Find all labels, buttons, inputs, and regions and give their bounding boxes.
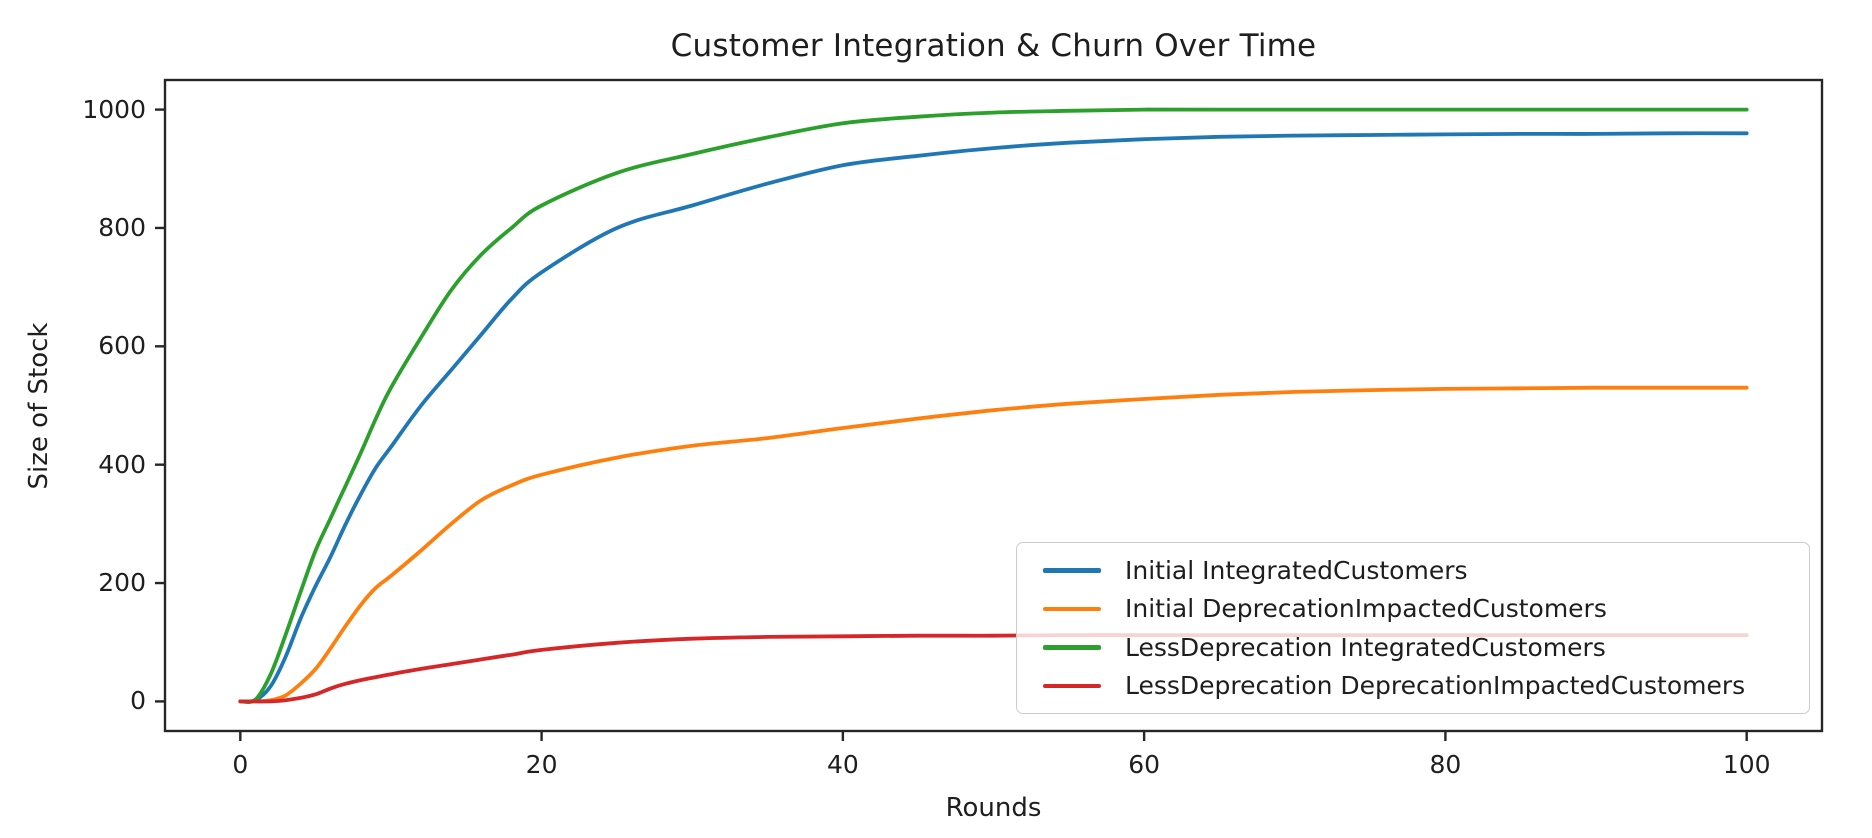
- legend-label: Initial DeprecationImpactedCustomers: [1125, 594, 1607, 624]
- y-tick-label: 800: [98, 212, 146, 242]
- series-line-2: [238, 107, 1749, 704]
- legend-swatch-icon: [1043, 683, 1101, 688]
- legend-label: LessDeprecation DeprecationImpactedCusto…: [1125, 671, 1746, 701]
- y-tick-label: 400: [98, 449, 146, 479]
- series-line-1: [238, 385, 1749, 704]
- legend-swatch-icon: [1043, 568, 1101, 573]
- y-tick-label: 600: [98, 331, 146, 361]
- x-axis-label: Rounds: [945, 793, 1042, 823]
- y-tick-label: 0: [130, 686, 146, 716]
- legend-item-0: Initial IntegratedCustomers: [1017, 554, 1809, 586]
- chart-title: Customer Integration & Churn Over Time: [670, 28, 1317, 64]
- x-tick-label: 80: [1429, 750, 1462, 779]
- x-tick-label: 0: [232, 750, 249, 779]
- x-tick-label: 40: [826, 750, 859, 779]
- x-tick-label: 100: [1722, 750, 1771, 779]
- legend: Initial IntegratedCustomers Initial Depre…: [1016, 542, 1810, 714]
- y-axis-label: Size of Stock: [24, 322, 54, 490]
- legend-label: LessDeprecation IntegratedCustomers: [1125, 632, 1606, 662]
- x-tick-label: 20: [525, 750, 558, 779]
- legend-swatch-icon: [1043, 606, 1101, 611]
- legend-swatch-icon: [1043, 645, 1101, 650]
- legend-item-1: Initial DeprecationImpactedCustomers: [1017, 593, 1809, 625]
- legend-item-3: LessDeprecation DeprecationImpactedCusto…: [1017, 670, 1809, 702]
- y-tick-label: 200: [98, 568, 146, 598]
- y-tick-label: 1000: [82, 94, 146, 124]
- x-tick-label: 60: [1128, 750, 1161, 779]
- legend-label: Initial IntegratedCustomers: [1125, 555, 1468, 585]
- series-line-0: [238, 131, 1749, 704]
- legend-item-2: LessDeprecation IntegratedCustomers: [1017, 631, 1809, 663]
- axes-spines: [163, 78, 1824, 733]
